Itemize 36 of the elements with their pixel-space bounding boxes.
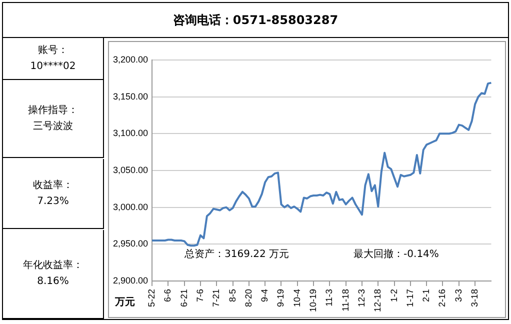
x-tick-label: 1-17	[404, 288, 415, 307]
text: 年化收益率：8.16%	[23, 260, 83, 287]
x-tick-label: 5-22	[146, 288, 157, 307]
x-tick-label: 12-18	[372, 288, 383, 312]
y-tick-label: 3,200.00	[112, 54, 148, 64]
x-tick-label: 8-5	[227, 288, 238, 302]
x-tick-label: 10-19	[308, 288, 318, 312]
y-tick-label: 3,150.00	[112, 91, 148, 102]
x-tick-label: 6-6	[162, 288, 173, 302]
x-tick-label: 6-21	[178, 288, 189, 307]
x-tick-label: 2-1	[421, 288, 432, 302]
text: 账号：10****02	[30, 44, 76, 72]
x-tick-label: 7-6	[194, 288, 205, 302]
text: 收益率：7.23%	[33, 180, 73, 206]
x-tick-label: 12-3	[356, 288, 366, 307]
x-tick-label: 11-18	[340, 288, 350, 312]
annotation: 总资产：3169.22 万元	[184, 248, 290, 260]
x-tick-label: 7-21	[211, 288, 222, 307]
y-tick-label: 2,950.00	[112, 238, 148, 249]
y-tick-label: 3,000.00	[112, 202, 148, 212]
x-tick-label: 11-3	[324, 288, 334, 306]
x-tick-label: 3-3	[453, 288, 464, 302]
x-tick-label: 10-4	[292, 288, 302, 307]
x-tick-label: 9-4	[260, 288, 270, 302]
y-tick-label: 3,100.00	[112, 128, 148, 138]
x-tick-label: 1-2	[388, 288, 399, 302]
y-tick-label: 2,900.00	[112, 275, 148, 286]
y-tick-label: 3,050.00	[112, 164, 148, 175]
text: 操作指导：三号波波	[28, 104, 78, 132]
annotation: 最大回撤：-0.14%	[354, 248, 439, 260]
x-tick-label: 9-19	[276, 288, 286, 307]
chart-title: 咨询电话：0571-85803287	[3, 3, 508, 38]
x-tick-label: 3-18	[470, 288, 480, 307]
x-tick-label: 8-20	[243, 288, 254, 307]
y-axis-title: 万元	[115, 296, 135, 309]
x-tick-label: 2-16	[437, 288, 448, 307]
